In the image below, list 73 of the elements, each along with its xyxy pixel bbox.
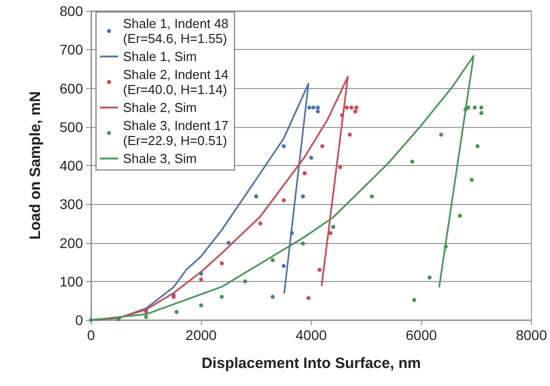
point	[226, 240, 231, 245]
point	[472, 106, 477, 110]
legend-label: Shale 3, Sim	[123, 151, 197, 166]
point	[199, 272, 204, 276]
y-tick-label: 700	[60, 42, 84, 58]
point	[300, 242, 305, 246]
point	[428, 276, 432, 280]
point	[316, 109, 320, 114]
x-tick-label: 8000	[516, 327, 548, 343]
point	[199, 303, 204, 308]
y-tick-label: 300	[60, 196, 84, 212]
point	[254, 194, 258, 198]
point	[353, 109, 358, 114]
y-tick-label: 400	[60, 158, 84, 174]
legend-label: Shale 2, Sim	[123, 100, 197, 115]
point	[317, 268, 322, 272]
point	[320, 144, 324, 148]
point	[354, 106, 358, 110]
point	[302, 171, 307, 176]
point	[370, 194, 374, 198]
point	[258, 221, 262, 226]
y-tick-label: 600	[60, 80, 84, 96]
point	[444, 244, 448, 249]
point	[470, 178, 474, 182]
point	[439, 132, 444, 137]
point	[348, 132, 352, 137]
point	[282, 264, 286, 268]
y-tick-label: 200	[60, 234, 84, 251]
point	[479, 106, 484, 110]
point	[463, 107, 468, 112]
point	[282, 198, 286, 202]
x-tick-label: 0	[87, 327, 96, 343]
point	[220, 261, 224, 266]
point	[270, 258, 275, 262]
y-tick-label: 800	[60, 3, 84, 19]
legend-label: Shale 1, Sim	[123, 49, 197, 64]
point	[300, 194, 305, 198]
point	[282, 144, 286, 148]
point	[340, 113, 344, 118]
point	[412, 298, 416, 302]
point	[475, 144, 480, 148]
point	[328, 231, 332, 236]
point	[199, 277, 204, 282]
point	[220, 294, 224, 299]
point	[309, 156, 314, 160]
point	[311, 106, 316, 110]
point	[466, 106, 470, 110]
point	[306, 296, 310, 300]
point	[290, 231, 294, 236]
x-tick-label: 6000	[406, 327, 438, 343]
point	[243, 279, 248, 284]
point	[410, 160, 414, 164]
point	[144, 314, 148, 319]
point	[458, 214, 462, 218]
y-tick-label: 0	[75, 312, 84, 328]
y-tick-label: 500	[60, 118, 84, 135]
x-tick-label: 4000	[296, 327, 327, 343]
legend-label: Shale 3, Indent 17 (Er=22.9, H=0.51)	[123, 118, 229, 148]
y-axis-title: Load on Sample, mN	[27, 91, 44, 240]
legend-label: Shale 2, Indent 14 (Er=40.0, H=1.14)	[123, 67, 229, 97]
y-tick-label: 100	[60, 273, 84, 290]
legend-label: Shale 1, Indent 48 (Er=54.6, H=1.55)	[123, 16, 229, 46]
point	[344, 106, 349, 110]
point	[270, 294, 275, 299]
point	[338, 165, 342, 170]
x-tick-label: 2000	[186, 327, 217, 343]
point	[316, 106, 320, 110]
x-axis-title: Displacement Into Surface, nm	[202, 355, 421, 372]
point	[479, 110, 484, 115]
point	[307, 106, 312, 110]
point	[349, 106, 354, 110]
point	[174, 310, 179, 314]
point	[331, 224, 336, 229]
